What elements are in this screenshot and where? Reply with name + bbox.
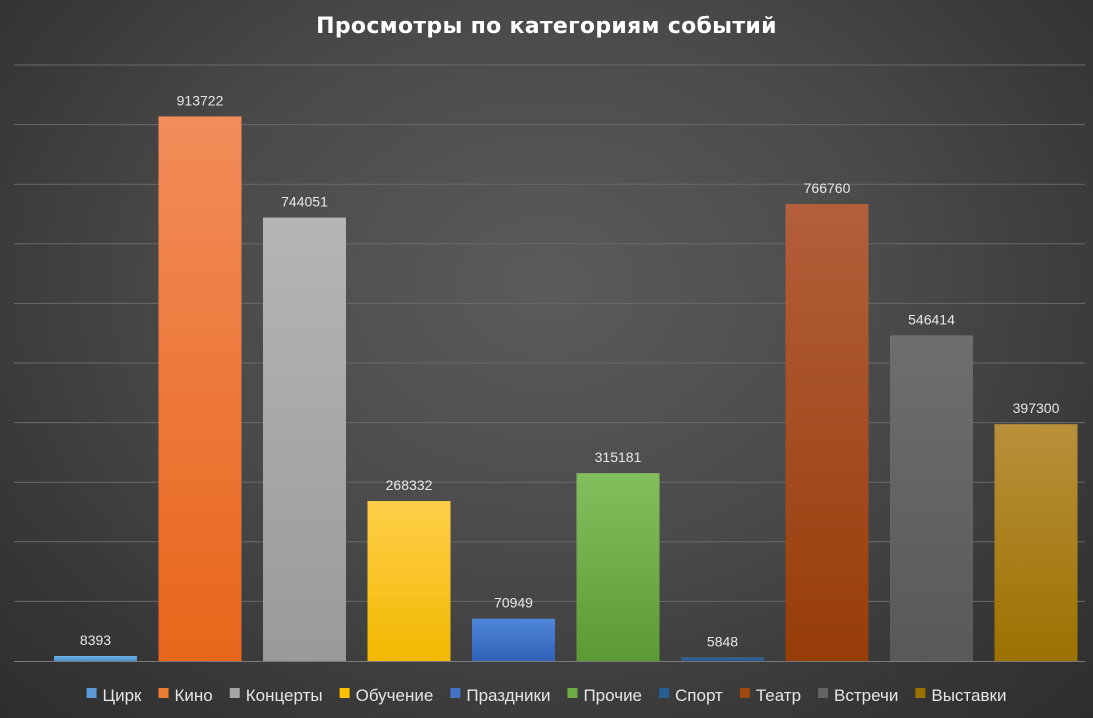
- bar-9: [890, 335, 973, 661]
- legend-label-8: Театр: [756, 686, 801, 705]
- legend-swatch-4: [339, 688, 350, 698]
- data-label-5: 70949: [494, 595, 533, 611]
- legend-swatch-9: [818, 688, 829, 698]
- legend-swatch-3: [229, 688, 240, 698]
- data-label-9: 546414: [908, 311, 955, 327]
- legend-label-1: Цирк: [103, 686, 143, 705]
- data-label-10: 397300: [1013, 400, 1060, 416]
- legend-swatch-10: [915, 688, 926, 698]
- bar-1: [54, 655, 137, 661]
- data-label-4: 268332: [386, 477, 433, 493]
- legend-label-10: Выставки: [931, 686, 1006, 705]
- legend-label-6: Прочие: [583, 686, 642, 705]
- bar-2: [158, 116, 242, 661]
- data-label-1: 8393: [80, 632, 111, 648]
- bar-6: [576, 473, 660, 661]
- legend-label-7: Спорт: [675, 686, 723, 705]
- legend-label-4: Обучение: [356, 686, 434, 705]
- data-label-2: 913722: [177, 92, 224, 108]
- bar-10: [994, 424, 1078, 661]
- data-label-8: 766760: [804, 180, 851, 196]
- data-label-6: 315181: [595, 449, 642, 465]
- chart-title: Просмотры по категориям событий: [316, 14, 777, 39]
- legend-label-2: Кино: [175, 686, 213, 705]
- data-label-3: 744051: [281, 194, 328, 210]
- legend-swatch-8: [739, 688, 750, 698]
- bar-4: [367, 501, 451, 661]
- data-label-7: 5848: [707, 634, 738, 650]
- bar-8: [785, 204, 869, 661]
- legend-label-9: Встречи: [834, 686, 898, 705]
- legend-swatch-6: [567, 688, 578, 698]
- bars: [54, 116, 1078, 662]
- bar-7: [681, 657, 764, 661]
- bar-3: [263, 217, 346, 662]
- legend-swatch-2: [158, 688, 169, 698]
- legend-swatch-7: [659, 688, 670, 698]
- legend-swatch-1: [86, 688, 97, 698]
- legend-label-5: Праздники: [466, 686, 550, 705]
- legend-label-3: Концерты: [246, 686, 323, 705]
- data-labels: 8393 913722 744051 268332 70949 315181 5848 766…: [80, 92, 1060, 649]
- legend: Цирк Кино Концерты Обучение Праздники Прочие С…: [86, 686, 1006, 705]
- legend-swatch-5: [450, 688, 461, 698]
- bar-5: [472, 618, 555, 661]
